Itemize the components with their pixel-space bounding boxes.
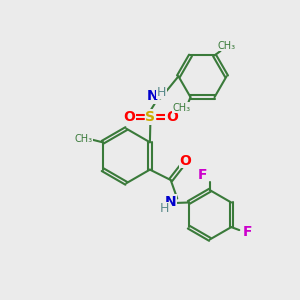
Text: O: O (180, 154, 191, 168)
Text: CH₃: CH₃ (74, 134, 92, 144)
Text: O: O (123, 110, 135, 124)
Text: H: H (157, 85, 166, 98)
Text: O: O (166, 110, 178, 124)
Text: S: S (146, 110, 155, 124)
Text: CH₃: CH₃ (218, 40, 236, 51)
Text: H: H (160, 202, 170, 215)
Text: N: N (165, 195, 176, 209)
Text: CH₃: CH₃ (172, 103, 190, 112)
Text: F: F (243, 225, 252, 238)
Text: F: F (198, 168, 207, 182)
Text: N: N (147, 89, 158, 103)
